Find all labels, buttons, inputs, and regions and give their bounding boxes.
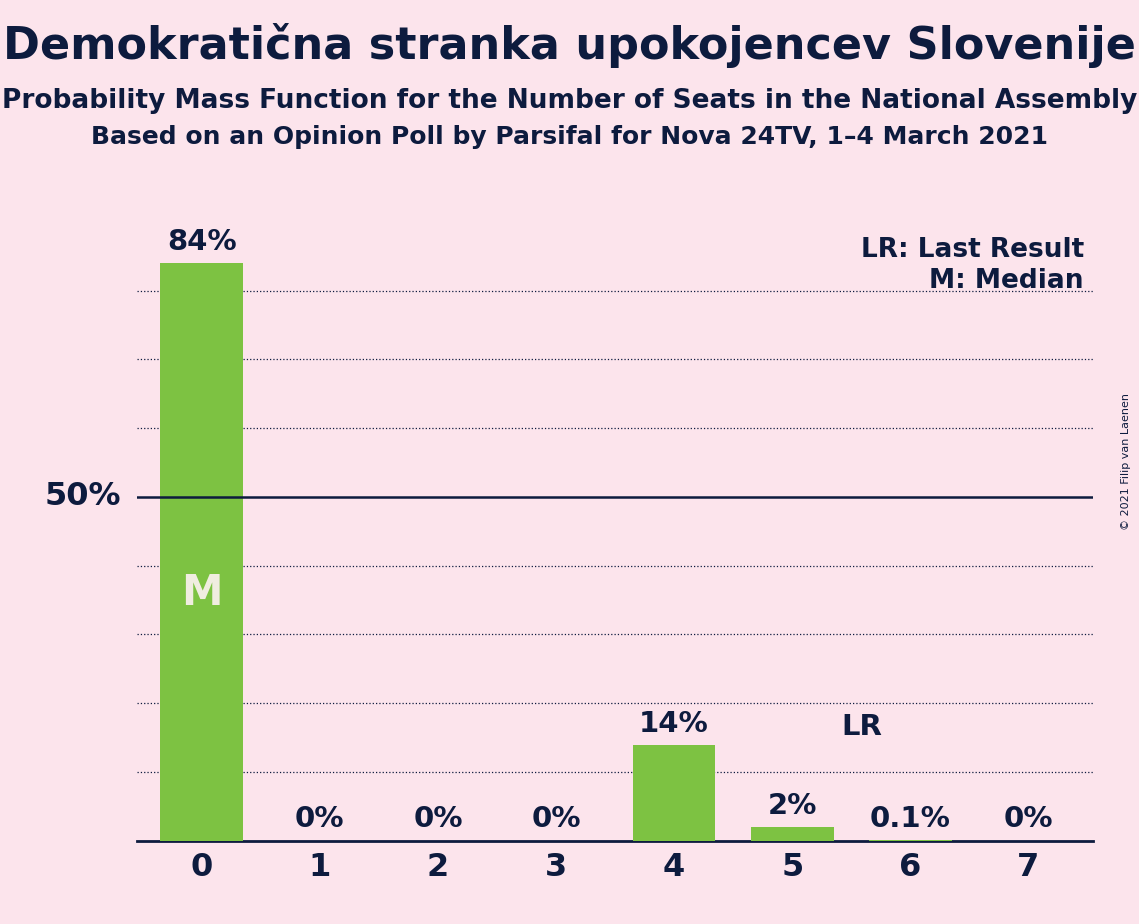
Text: 0%: 0% [531,805,581,833]
Text: 0%: 0% [1003,805,1054,833]
Bar [751,827,834,841]
Text: Probability Mass Function for the Number of Seats in the National Assembly: Probability Mass Function for the Number… [2,88,1137,114]
Text: M: Median: M: Median [929,268,1084,294]
Text: 84%: 84% [166,228,237,256]
Text: LR: LR [842,713,883,741]
Text: M: M [181,572,222,614]
Text: Demokratična stranka upokojencev Slovenije: Demokratična stranka upokojencev Sloveni… [3,23,1136,68]
Text: LR: Last Result: LR: Last Result [861,237,1084,263]
Text: 0.1%: 0.1% [870,805,951,833]
Text: 14%: 14% [639,710,708,737]
Text: 50%: 50% [44,481,122,513]
Bar [161,263,243,841]
Text: 2%: 2% [768,792,817,821]
Text: 0%: 0% [413,805,462,833]
Text: © 2021 Filip van Laenen: © 2021 Filip van Laenen [1121,394,1131,530]
Text: 0%: 0% [295,805,344,833]
Bar [633,745,715,841]
Text: Based on an Opinion Poll by Parsifal for Nova 24TV, 1–4 March 2021: Based on an Opinion Poll by Parsifal for… [91,125,1048,149]
